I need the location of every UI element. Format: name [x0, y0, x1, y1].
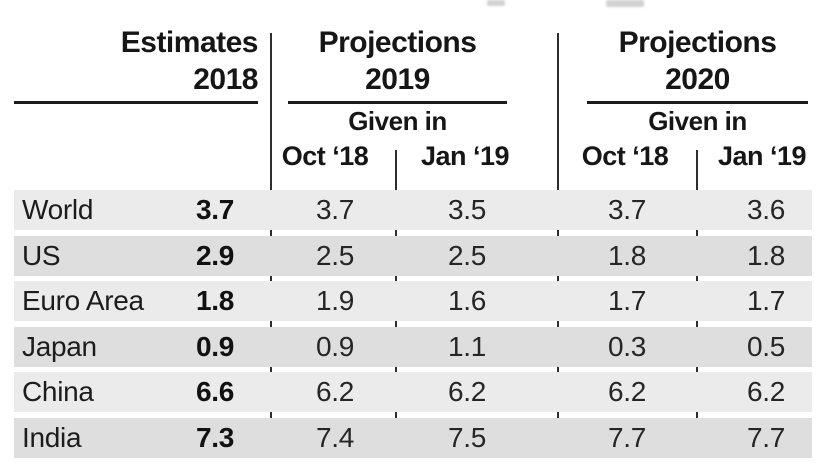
- cell-2019-jan19: 7.5: [447, 422, 487, 453]
- subcol-header-2020-oct18: Oct ‘18: [581, 141, 669, 171]
- cell-2020-oct18: 0.3: [607, 331, 647, 362]
- cell-2020-oct18: 3.7: [607, 194, 647, 225]
- table-row-china: China 6.6 6.2 6.2 6.2 6.2: [14, 372, 812, 412]
- row-label: India: [22, 422, 82, 453]
- header-rule: [14, 101, 258, 104]
- cell-2019-jan19: 2.5: [447, 240, 487, 271]
- cell-2020-oct18: 6.2: [607, 376, 647, 407]
- cropped-title-remnant: [487, 0, 505, 6]
- cell-2020-jan19: 6.2: [746, 376, 786, 407]
- row-label: US: [22, 240, 61, 271]
- cell-2020-oct18: 1.8: [607, 240, 647, 271]
- group-title-line2: 2019: [365, 63, 430, 96]
- cell-estimate-2018: 1.8: [195, 285, 234, 316]
- cell-2019-jan19: 6.2: [447, 376, 487, 407]
- cell-2019-jan19: 1.6: [447, 285, 487, 316]
- row-label: China: [22, 376, 94, 407]
- cell-2019-oct18: 3.7: [315, 194, 355, 225]
- table-row-japan: Japan 0.9 0.9 1.1 0.3 0.5: [14, 327, 812, 367]
- cell-2019-jan19: 3.5: [447, 194, 487, 225]
- table-row-euro-area: Euro Area 1.8 1.9 1.6 1.7 1.7: [14, 281, 812, 321]
- header-rule: [587, 101, 808, 104]
- cell-2019-oct18: 2.5: [315, 240, 355, 271]
- subcol-header-2019-jan19: Jan ‘19: [420, 141, 510, 171]
- cropped-title-remnant: [606, 0, 644, 7]
- table-row-world: World 3.7 3.7 3.5 3.7 3.6: [14, 190, 812, 230]
- header-rule: [288, 101, 507, 104]
- cell-2019-oct18: 7.4: [315, 422, 355, 453]
- cell-2020-jan19: 1.7: [746, 285, 786, 316]
- cell-estimate-2018: 0.9: [195, 331, 234, 362]
- table-row-us: US 2.9 2.5 2.5 1.8 1.8: [14, 236, 812, 276]
- cell-2020-oct18: 7.7: [607, 422, 647, 453]
- given-in-label-2019: Given in: [348, 106, 447, 136]
- cell-2019-oct18: 6.2: [315, 376, 355, 407]
- cell-estimate-2018: 7.3: [195, 422, 234, 453]
- group-title-line1: Projections: [618, 26, 777, 59]
- row-label: World: [22, 194, 94, 225]
- cell-estimate-2018: 2.9: [195, 240, 234, 271]
- cell-2020-jan19: 1.8: [746, 240, 786, 271]
- cell-2019-oct18: 0.9: [315, 331, 355, 362]
- cell-estimate-2018: 3.7: [195, 194, 234, 225]
- group-title-line1: Projections: [318, 26, 477, 59]
- column-group-projections-2020: Projections 2020: [587, 24, 808, 98]
- cell-2020-oct18: 1.7: [607, 285, 647, 316]
- cell-2019-jan19: 1.1: [447, 331, 487, 362]
- row-label: Euro Area: [22, 285, 144, 316]
- subcol-header-2019-oct18: Oct ‘18: [281, 141, 369, 171]
- table-row-india: India 7.3 7.4 7.5 7.7 7.7: [14, 418, 812, 458]
- cell-2020-jan19: 0.5: [746, 331, 786, 362]
- subcol-header-2020-jan19: Jan ‘19: [717, 141, 807, 171]
- cell-2020-jan19: 7.7: [746, 422, 786, 453]
- cell-estimate-2018: 6.6: [195, 376, 234, 407]
- group-title-line2: 2020: [665, 63, 730, 96]
- row-label: Japan: [22, 331, 97, 362]
- column-group-projections-2019: Projections 2019: [288, 24, 507, 98]
- cell-2019-oct18: 1.9: [315, 285, 355, 316]
- given-in-label-2020: Given in: [648, 106, 747, 136]
- cell-2020-jan19: 3.6: [746, 194, 786, 225]
- group-title-line2: 2018: [193, 63, 258, 96]
- group-title-line1: Estimates: [120, 26, 259, 59]
- column-group-estimates-2018: Estimates 2018: [0, 24, 259, 98]
